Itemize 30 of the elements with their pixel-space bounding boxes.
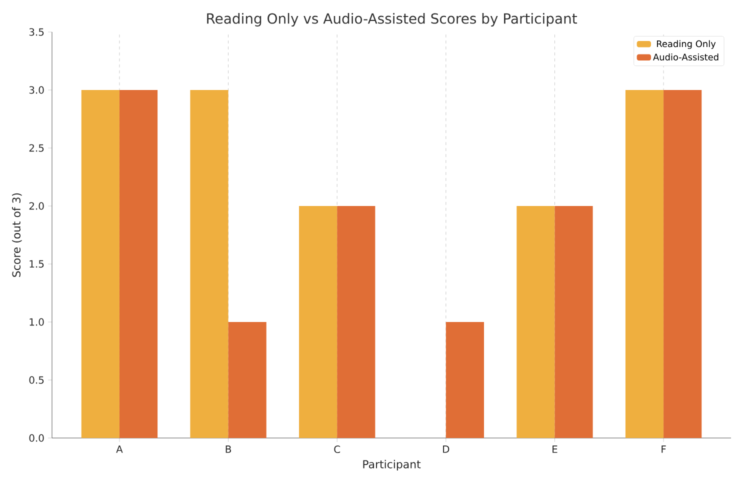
y-tick-label: 3.0 <box>29 86 44 94</box>
x-axis-title: Participant <box>363 460 421 470</box>
bar <box>664 90 702 438</box>
y-axis-title: Score (out of 3) <box>12 193 22 277</box>
bar <box>119 90 158 438</box>
bar <box>446 322 484 438</box>
bar <box>625 90 664 438</box>
x-tick-label: E <box>552 446 558 453</box>
x-tick-label: B <box>226 446 232 453</box>
x-tick-label: D <box>443 446 450 453</box>
bar <box>81 90 120 438</box>
bar <box>337 206 376 438</box>
x-tick-label: F <box>662 446 666 453</box>
bar <box>516 206 555 438</box>
y-tick-label: 2.5 <box>29 144 44 152</box>
legend-label: Reading Only <box>657 40 716 49</box>
y-tick-label: 3.5 <box>29 28 44 36</box>
y-tick-label: 1.5 <box>30 260 44 268</box>
y-tick-label: 0.5 <box>29 376 44 384</box>
x-tick-label: A <box>116 446 123 453</box>
bar <box>228 322 266 438</box>
bar <box>190 90 228 438</box>
bar <box>299 206 338 438</box>
x-tick-label: C <box>334 446 340 454</box>
legend-label: Audio-Assisted <box>653 54 718 60</box>
y-tick-label: 2.0 <box>29 202 44 210</box>
y-tick-label: 1.0 <box>30 318 44 326</box>
bar <box>554 206 593 438</box>
y-tick-label: 0.0 <box>29 434 44 442</box>
chart-title: Reading Only vs Audio-Assisted Scores by Participant <box>207 13 578 27</box>
